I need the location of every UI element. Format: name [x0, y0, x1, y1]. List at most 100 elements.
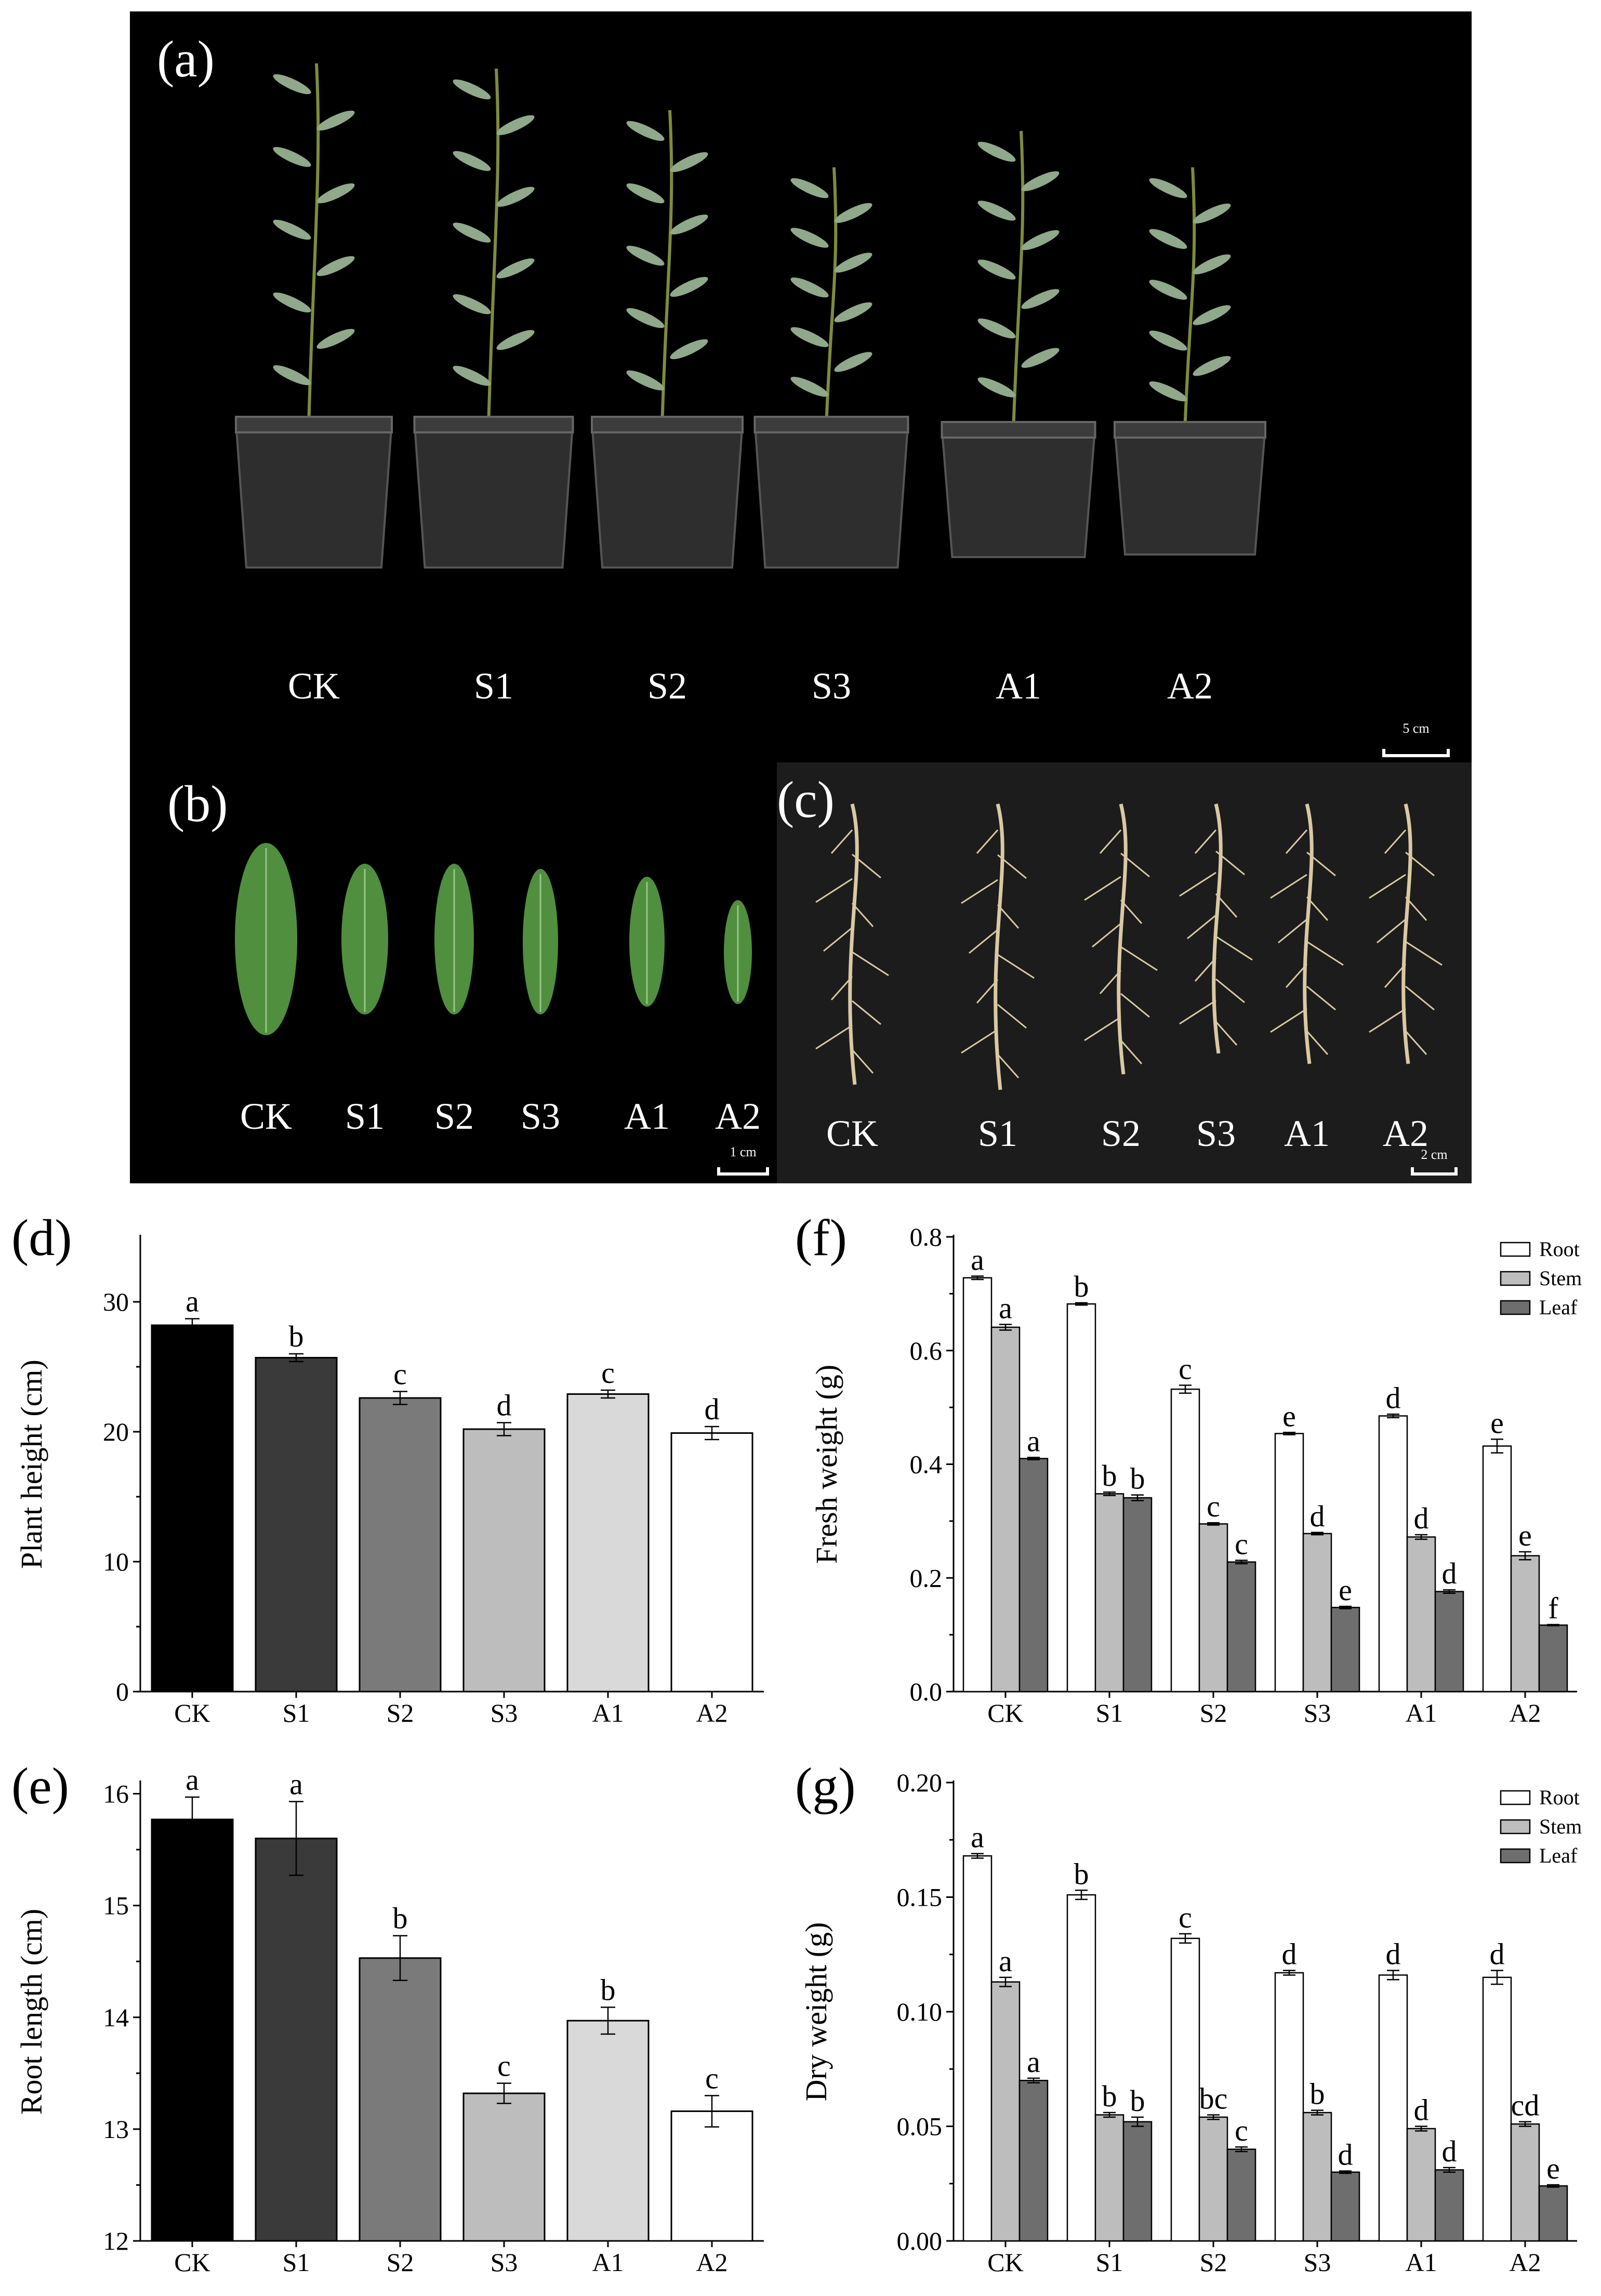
bar-stem-a2 — [1510, 2123, 1540, 2242]
bar-stem-a1 — [1406, 1536, 1436, 1693]
bar-leaf-a1 — [1434, 2169, 1464, 2242]
bar-leaf-ck — [1018, 2080, 1049, 2242]
lateral-root — [997, 1054, 1020, 1078]
pot-rim — [941, 421, 1096, 439]
group-label-c-s2: S2 — [1101, 1113, 1141, 1154]
y-tick-label: 0.00 — [897, 2226, 943, 2255]
leaf — [977, 377, 1016, 398]
x-tick-label-s2: S2 — [387, 1698, 414, 1727]
y-tick-label: 13 — [103, 2115, 129, 2144]
significance-letter: b — [1310, 2077, 1325, 2111]
significance-letter: b — [1102, 1459, 1117, 1493]
y-axis-label: Plant height (cm) — [15, 1360, 48, 1569]
significance-letter: d — [1282, 1937, 1297, 1971]
lateral-root — [852, 853, 881, 879]
bar-stem-a2 — [1510, 1555, 1540, 1693]
stem — [825, 167, 838, 428]
seedling-pot-a2 — [1113, 167, 1267, 556]
leaf — [626, 121, 665, 141]
bar-leaf-s3 — [1330, 2171, 1360, 2242]
root-s2 — [1084, 803, 1158, 1075]
bar-leaf-ck — [1018, 1458, 1049, 1693]
leaf — [316, 110, 355, 131]
leaf — [670, 214, 708, 235]
significance-letter: c — [393, 1357, 407, 1391]
bar-root-a2 — [1482, 1445, 1512, 1693]
lateral-root — [1306, 896, 1329, 921]
pot — [1113, 426, 1267, 556]
lateral-root — [823, 927, 853, 952]
bar-leaf-s1 — [1122, 2121, 1153, 2242]
lateral-root — [1099, 829, 1122, 854]
leaf — [790, 178, 829, 199]
stem — [1012, 130, 1025, 433]
chart-e: (e) 12 13 14 15 16 Root length (cm) CK S1 S2 S3 A1 A… — [0, 1746, 774, 2296]
lateral-root — [1084, 876, 1121, 901]
lateral-root — [1405, 896, 1427, 921]
bar-stem-a1 — [1406, 2128, 1436, 2242]
lateral-root — [1187, 914, 1216, 940]
significance-letter: a — [186, 1763, 199, 1797]
y-tick-label: 0.20 — [897, 1768, 943, 1797]
bar-leaf-s2 — [1226, 1561, 1256, 1693]
leaf — [790, 277, 829, 298]
leaf — [626, 308, 665, 328]
x-tick-label-a1: A1 — [592, 1698, 624, 1727]
y-tick-label: 16 — [103, 1779, 129, 1809]
lateral-root — [997, 904, 1020, 929]
lateral-root — [1120, 993, 1150, 1018]
pot — [590, 421, 744, 569]
x-tick-label-s1: S1 — [1096, 2248, 1123, 2277]
y-tick-label: 0.2 — [910, 1563, 943, 1592]
lateral-root — [1215, 935, 1253, 961]
leaf — [1149, 280, 1187, 300]
leaf — [626, 370, 665, 391]
legend-label-stem: Stem — [1539, 1815, 1582, 1838]
y-tick-label: 0.0 — [910, 1677, 943, 1706]
significance-letter: a — [999, 1944, 1012, 1978]
chart-g: (g) 0.00 0.05 0.10 0.15 0.20 Dry weight (g) CK S… — [774, 1746, 1601, 2296]
legend-swatch-root — [1500, 1242, 1531, 1257]
chart-d: (d) 0 10 20 30 Plant height (cm) CK S1 S2 S3 A1 A2 a… — [0, 1195, 774, 1746]
bar-s1 — [255, 1838, 338, 2242]
stem — [307, 63, 320, 428]
significance-letter: d — [1310, 1499, 1325, 1533]
leaf — [626, 183, 665, 204]
leaf-s2 — [434, 864, 474, 1014]
bar-root-s2 — [1170, 1388, 1200, 1693]
significance-letter: d — [1338, 2137, 1353, 2171]
group-label-a-s2: S2 — [647, 665, 687, 707]
root-ck — [815, 803, 889, 1085]
x-tick-label-s2: S2 — [1200, 1698, 1227, 1727]
y-axis-label: Dry weight (g) — [799, 1922, 833, 2102]
lateral-root — [1270, 874, 1307, 899]
scale-bar-b: 1 cm — [717, 1144, 769, 1176]
y-tick-label: 0.15 — [897, 1883, 943, 1912]
stem — [1183, 167, 1196, 433]
leaf — [977, 141, 1016, 162]
significance-letter: c — [1207, 1489, 1220, 1523]
bar-stem-s1 — [1094, 2114, 1124, 2242]
significance-letter: c — [1179, 1352, 1192, 1385]
root-s1 — [961, 803, 1035, 1090]
lateral-root — [997, 854, 1027, 879]
lateral-root — [1120, 1040, 1143, 1064]
group-label-b-ck: CK — [240, 1096, 293, 1137]
significance-letter: e — [1546, 2152, 1560, 2185]
group-label-a-a1: A1 — [996, 665, 1041, 707]
leaf — [273, 147, 311, 167]
photo-panel-a: (a) CK S1 S2 S3 A1 A2 5 cm — [130, 11, 1472, 768]
y-tick-label: 0.6 — [910, 1336, 943, 1365]
bar-a1 — [566, 2020, 650, 2242]
significance-letter: b — [1130, 1462, 1145, 1496]
legend-swatch-root — [1500, 1790, 1531, 1805]
lateral-root — [1215, 850, 1245, 876]
leaf — [1193, 305, 1231, 325]
leaves-illustration — [235, 843, 752, 1035]
bar-root-a1 — [1378, 1974, 1408, 2242]
lateral-root — [1179, 999, 1216, 1025]
x-tick-label-a2: A2 — [696, 1698, 727, 1727]
leaf — [1149, 381, 1187, 402]
significance-letter: e — [1518, 1519, 1532, 1552]
leaf — [1149, 178, 1187, 199]
